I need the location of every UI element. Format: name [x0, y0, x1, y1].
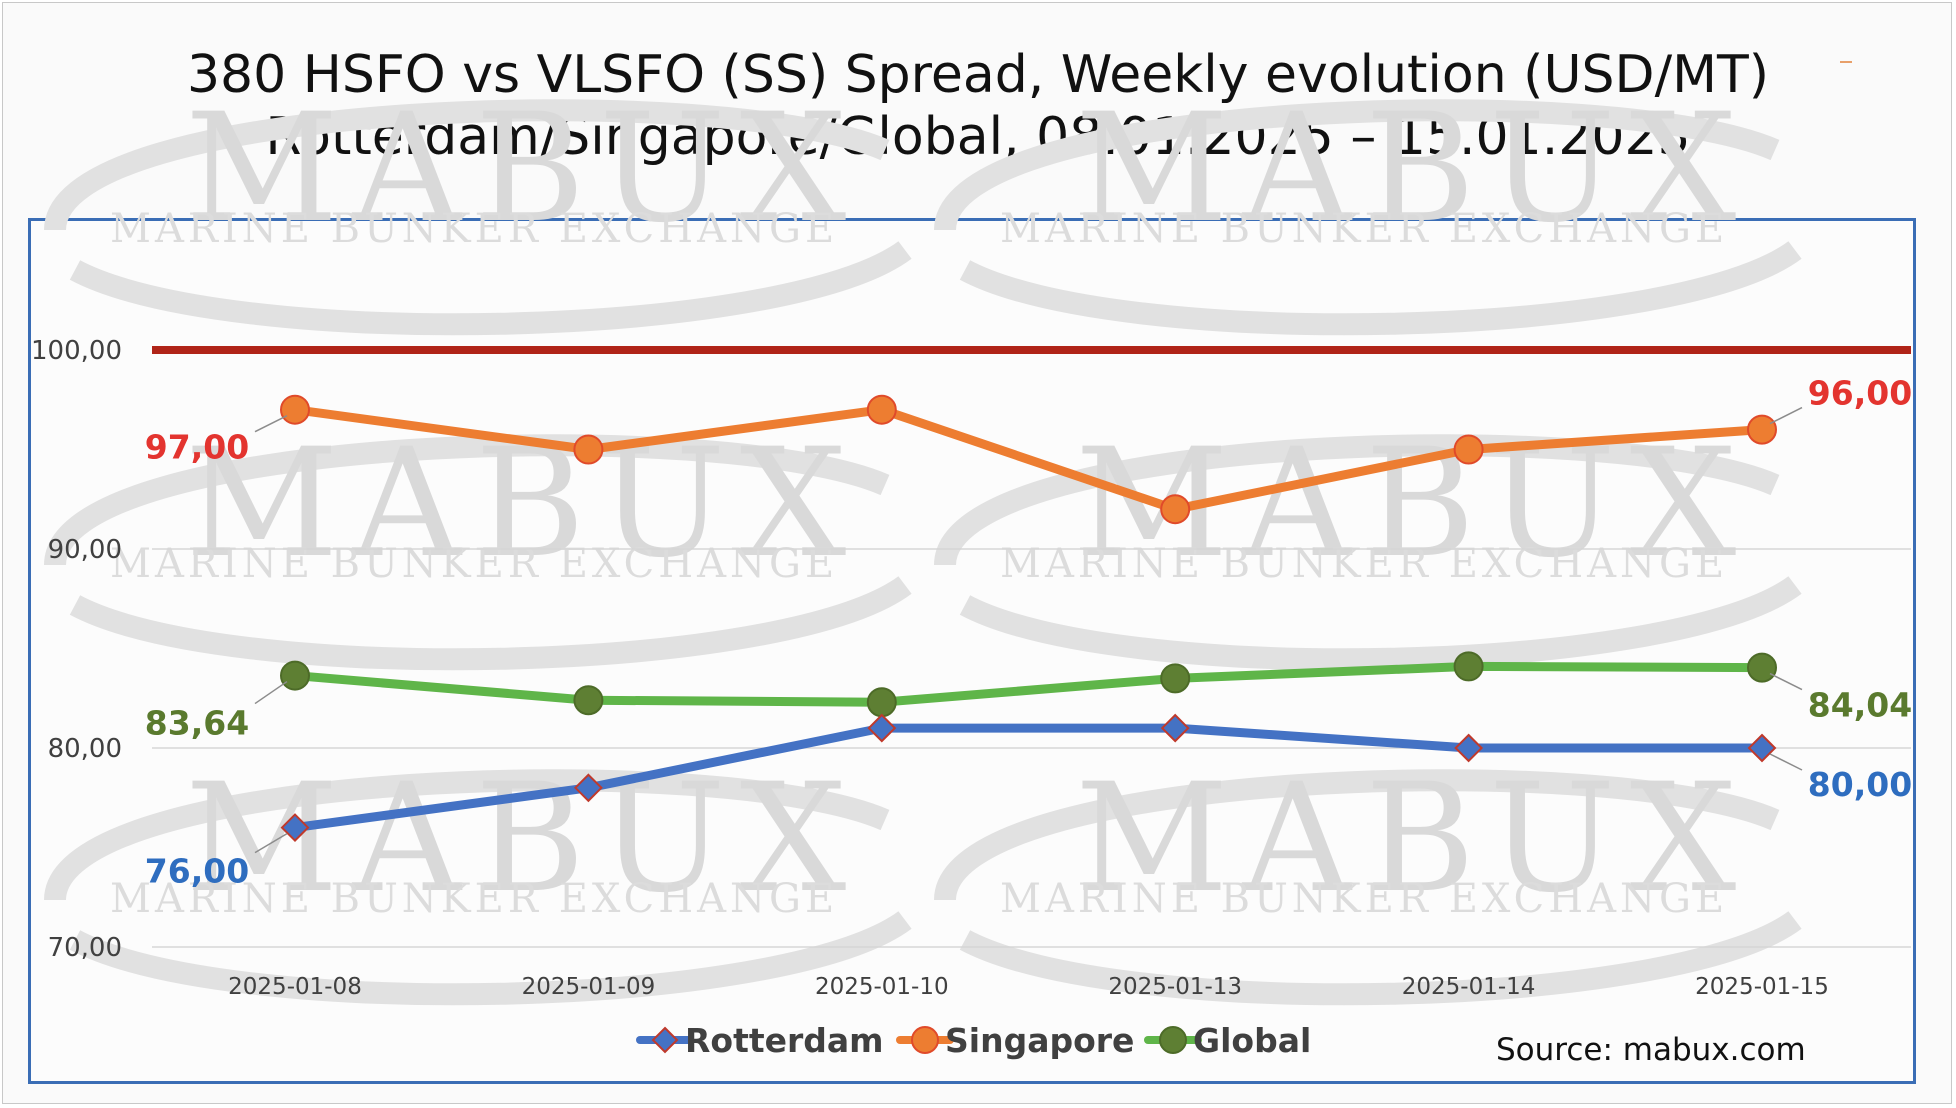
leader-line: [254, 832, 288, 854]
watermark-tagline: MARINE BUNKER EXCHANGE: [110, 876, 838, 922]
series-line-global: [290, 661, 1767, 707]
x-tick-label: 2025-01-08: [228, 974, 362, 1000]
watermark-swoosh: [44, 769, 890, 902]
data-point-rotterdam: [867, 713, 897, 743]
watermark-swoosh: [959, 576, 1802, 671]
y-tick-label: 70,00: [48, 933, 122, 963]
legend-label-global: Global: [1193, 1021, 1311, 1060]
x-tick-label: 2025-01-13: [1108, 974, 1242, 1000]
leader-line: [1769, 753, 1803, 771]
legend-marker: [651, 1026, 679, 1054]
leader-line: [1769, 406, 1803, 425]
watermark-swoosh: [69, 911, 912, 1006]
data-point-rotterdam: [573, 773, 603, 803]
data-label-singapore-last: 96,00: [1808, 374, 1912, 413]
data-label-singapore-first: 97,00: [145, 428, 249, 467]
data-point-rotterdam: [1747, 733, 1777, 763]
watermark-tagline: MARINE BUNKER EXCHANGE: [110, 206, 838, 252]
data-point-rotterdam: [280, 813, 310, 843]
watermark-brand: MABUX: [1075, 752, 1750, 926]
watermark-tagline: MARINE BUNKER EXCHANGE: [110, 541, 838, 587]
y-tick-label: 80,00: [48, 734, 122, 764]
data-point-global: [1160, 663, 1191, 694]
data-point-singapore: [1747, 414, 1777, 445]
watermark-tagline: MARINE BUNKER EXCHANGE: [1000, 541, 1728, 587]
watermark-swoosh: [934, 434, 1780, 567]
source-note: Source: mabux.com: [1496, 1032, 1806, 1068]
data-point-rotterdam: [1160, 713, 1190, 743]
leader-line: [1769, 672, 1803, 691]
data-point-global: [573, 685, 604, 716]
y-tick-label: 100,00: [31, 336, 122, 366]
chart-title: 380 HSFO vs VLSFO (SS) Spread, Weekly ev…: [0, 44, 1956, 168]
data-label-global-first: 83,64: [145, 704, 249, 743]
watermark-tagline: MARINE BUNKER EXCHANGE: [1000, 876, 1728, 922]
y-tick-label: 90,00: [48, 535, 122, 565]
leader-line: [254, 680, 288, 705]
watermark-swoosh: [934, 99, 1780, 232]
data-point-singapore: [1160, 494, 1191, 525]
watermark-swoosh: [934, 769, 1780, 902]
data-label-rotterdam-first: 76,00: [145, 852, 249, 891]
data-point-global: [1747, 652, 1777, 683]
x-tick-label: 2025-01-10: [815, 974, 949, 1000]
legend-label-singapore: Singapore: [945, 1021, 1134, 1060]
data-label-global-last: 84,04: [1808, 686, 1912, 725]
data-label-rotterdam-last: 80,00: [1808, 765, 1912, 804]
watermark-swoosh: [69, 576, 912, 671]
x-tick-label: 2025-01-15: [1695, 974, 1829, 1000]
watermark-swoosh: [44, 99, 890, 232]
watermark-swoosh: [44, 434, 890, 567]
watermark-swoosh: [69, 241, 912, 336]
legend-marker: [1159, 1026, 1187, 1054]
data-point-rotterdam: [1454, 733, 1484, 763]
legend-label-rotterdam: Rotterdam: [685, 1021, 884, 1060]
watermark-brand: MABUX: [185, 82, 860, 256]
watermark-tagline: MARINE BUNKER EXCHANGE: [1000, 206, 1728, 252]
watermark-swoosh: [959, 911, 1802, 1006]
legend-marker: [911, 1026, 939, 1054]
data-point-singapore: [1453, 434, 1484, 465]
x-tick-label: 2025-01-09: [522, 974, 656, 1000]
watermark-swoosh: [959, 241, 1802, 336]
series-line-rotterdam: [290, 723, 1767, 833]
data-point-global: [280, 660, 310, 691]
watermark-brand: MABUX: [1075, 82, 1750, 256]
data-point-singapore: [866, 394, 897, 425]
data-point-global: [866, 687, 897, 718]
data-point-global: [1453, 651, 1484, 682]
series-line-singapore: [290, 405, 1767, 514]
data-point-singapore: [573, 434, 604, 465]
data-point-singapore: [280, 394, 310, 425]
chart-title-line-1: 380 HSFO vs VLSFO (SS) Spread, Weekly ev…: [186, 45, 1770, 105]
x-tick-label: 2025-01-14: [1402, 974, 1536, 1000]
leader-line: [254, 415, 288, 433]
watermark-brand: MABUX: [185, 417, 860, 591]
